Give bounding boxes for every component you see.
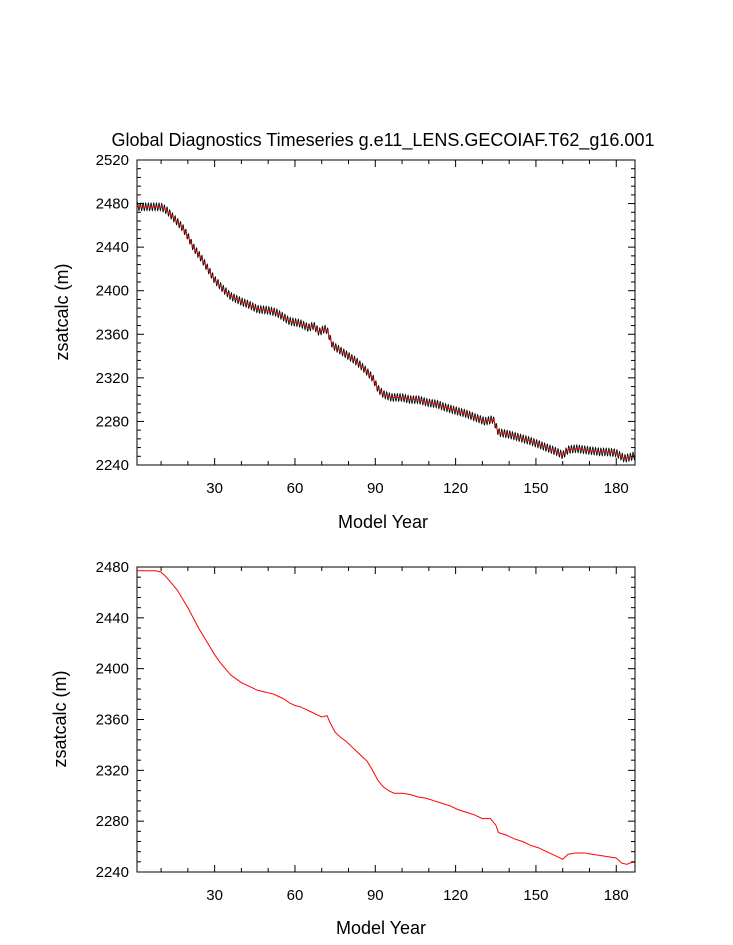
top-series-line-monthly xyxy=(136,202,636,463)
top-x-axis-label: Model Year xyxy=(338,512,428,532)
bottom-x-tick-label: 30 xyxy=(206,887,223,904)
top-x-tick-label: 150 xyxy=(523,480,548,497)
top-x-tick-label: 30 xyxy=(206,480,223,497)
top-series-line-annual xyxy=(137,206,636,459)
bottom-y-tick-label: 2360 xyxy=(96,712,129,729)
top-y-tick-label: 2320 xyxy=(96,370,129,387)
bottom-x-tick-label: 150 xyxy=(523,887,548,904)
top-y-tick-label: 2440 xyxy=(96,239,129,256)
bottom-x-tick-label: 120 xyxy=(443,887,468,904)
bottom-series-line-annual xyxy=(137,570,636,865)
bottom-y-tick-label: 2480 xyxy=(96,559,129,576)
top-y-tick-label: 2520 xyxy=(96,152,129,169)
top-y-tick-label: 2240 xyxy=(96,457,129,474)
top-y-tick-label: 2360 xyxy=(96,326,129,343)
bottom-axis-ticks: 30 60 90 120 150 180 2240 2280 2320 2360 2400 2440 2… xyxy=(96,559,635,904)
bottom-y-tick-label: 2240 xyxy=(96,864,129,881)
top-axis-ticks: 30 60 90 120 150 180 2240 2280 2320 2360 2400 2440 2… xyxy=(96,152,635,497)
top-plot-frame xyxy=(136,159,636,466)
bottom-y-tick-label: 2440 xyxy=(96,610,129,627)
top-chart-title: Global Diagnostics Timeseries g.e11_LENS… xyxy=(112,130,655,151)
bottom-y-tick-label: 2400 xyxy=(96,661,129,678)
top-x-tick-label: 60 xyxy=(287,480,304,497)
top-y-axis-label: zsatcalc (m) xyxy=(52,263,72,360)
bottom-y-axis-label: zsatcalc (m) xyxy=(50,670,70,767)
bottom-plot-frame xyxy=(136,566,636,873)
top-x-tick-label: 90 xyxy=(367,480,384,497)
bottom-x-axis-label: Model Year xyxy=(336,918,426,938)
top-x-tick-label: 180 xyxy=(604,480,629,497)
bottom-plot-series xyxy=(137,570,636,865)
top-plot-series xyxy=(136,202,636,463)
bottom-y-tick-label: 2280 xyxy=(96,813,129,830)
bottom-chart: 30 60 90 120 150 180 2240 2280 2320 2360 2400 2440 2… xyxy=(50,559,636,938)
top-y-tick-label: 2480 xyxy=(96,196,129,213)
top-chart: 30 60 90 120 150 180 2240 2280 2320 2360 2400 2440 2… xyxy=(52,130,654,532)
top-y-tick-label: 2400 xyxy=(96,283,129,300)
top-y-tick-label: 2280 xyxy=(96,413,129,430)
top-x-tick-label: 120 xyxy=(443,480,468,497)
bottom-y-tick-label: 2320 xyxy=(96,762,129,779)
bottom-x-tick-label: 60 xyxy=(287,887,304,904)
bottom-x-tick-label: 180 xyxy=(604,887,629,904)
bottom-x-tick-label: 90 xyxy=(367,887,384,904)
